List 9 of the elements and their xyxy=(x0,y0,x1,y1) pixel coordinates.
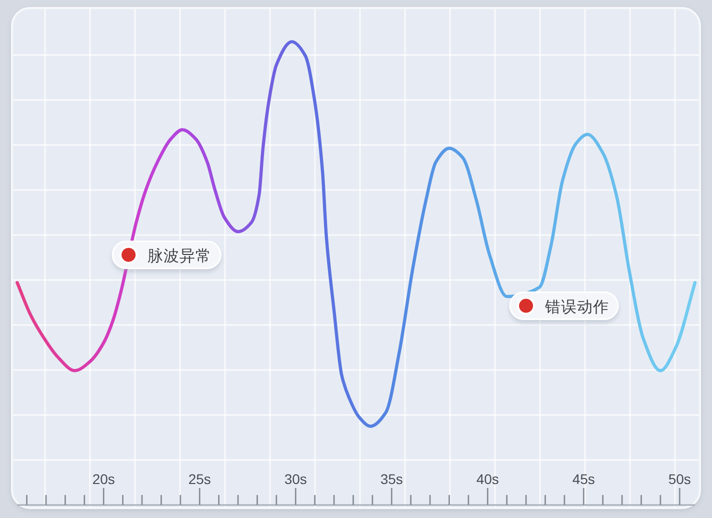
x-tick-label: 40s xyxy=(476,471,499,487)
annotation: 脉波异常 xyxy=(148,246,212,265)
x-tick-label: 35s xyxy=(380,471,403,487)
annotation: 错误动作 xyxy=(544,298,610,316)
x-tick-label: 25s xyxy=(188,471,211,487)
x-tick-label: 45s xyxy=(572,471,595,487)
x-tick-label: 20s xyxy=(92,471,115,487)
x-tick-label: 50s xyxy=(668,471,691,487)
x-tick-label: 30s xyxy=(284,471,307,487)
